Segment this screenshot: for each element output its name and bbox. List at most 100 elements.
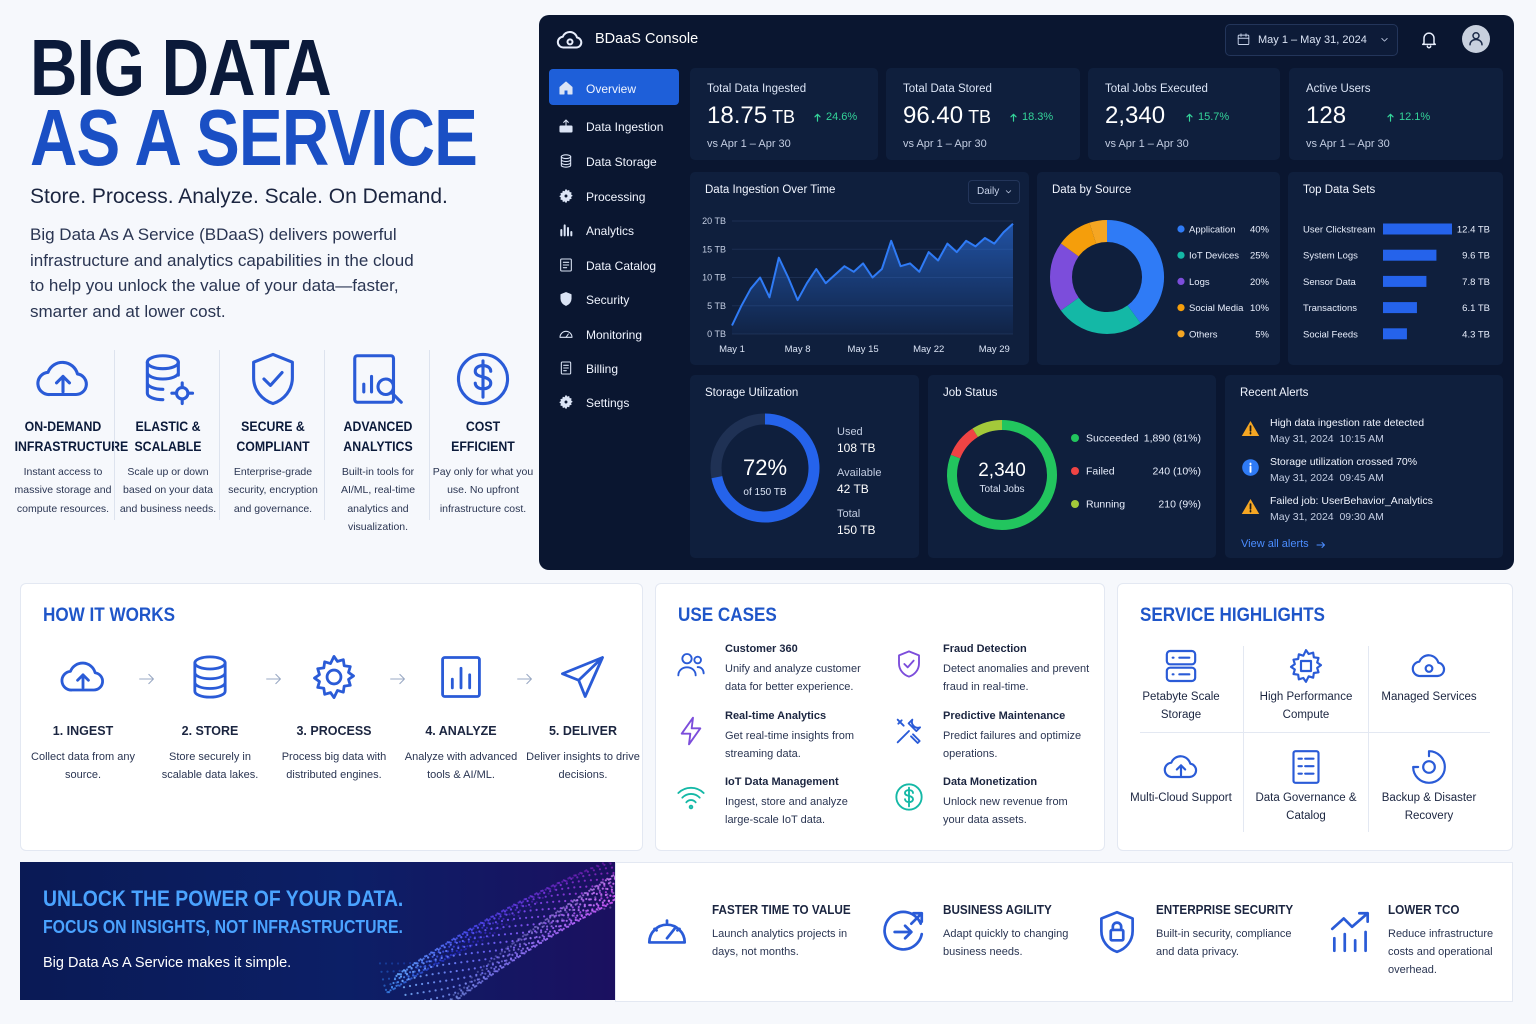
particle (479, 973, 482, 976)
particle (595, 903, 599, 906)
particle (553, 930, 556, 933)
nav-item[interactable]: Data Ingestion (555, 117, 675, 137)
date-picker[interactable]: May 1 – May 31, 2024 (1225, 24, 1398, 56)
particle (463, 945, 466, 948)
banner-text: Big Data As A Service makes it simple. (43, 955, 292, 971)
step-text: Analyze with advanced tools & AI/ML. (404, 751, 518, 781)
particle (390, 985, 394, 989)
icon-part (1186, 113, 1193, 122)
particle (570, 919, 573, 922)
use-case-text: Unify and analyze customer data for bett… (725, 663, 861, 693)
icon-part (1299, 659, 1313, 673)
particle (505, 947, 508, 950)
icon-part (473, 359, 493, 399)
tagline: Store. Process. Analyze. Scale. On Deman… (30, 185, 448, 208)
bar-label: Transactions (1303, 303, 1357, 314)
nav-item[interactable]: Billing (555, 359, 675, 379)
icon[interactable] (1419, 29, 1439, 49)
particle (579, 895, 582, 898)
particle (541, 889, 544, 892)
alert-time: May 31, 2024 09:30 AM (1270, 511, 1384, 523)
particle (533, 925, 537, 929)
particle (559, 924, 562, 928)
particle (470, 976, 473, 979)
nav-item[interactable]: Data Storage (555, 152, 675, 172)
kpi-value: 128 (1306, 102, 1347, 129)
particle (555, 888, 558, 891)
particle (499, 941, 502, 944)
nav-item[interactable]: Analytics (555, 221, 675, 241)
nav-item[interactable]: Processing (555, 187, 675, 207)
particle (412, 963, 415, 966)
particle (398, 984, 401, 987)
particle (472, 983, 475, 986)
nav-item[interactable]: Monitoring (555, 325, 675, 345)
particle (499, 915, 502, 918)
particle (552, 914, 555, 917)
particle (579, 903, 582, 906)
nav-item[interactable]: Data Catalog (555, 256, 675, 276)
y-tick-label: 20 TB (702, 216, 726, 226)
particle (597, 909, 600, 912)
particle (449, 954, 452, 957)
particle (381, 978, 385, 981)
kpi-card: Total Data Stored 96.40 TB 18.3% vs Apr 1 – … (886, 68, 1080, 160)
particle (505, 913, 508, 916)
icon (895, 783, 923, 811)
particle (567, 914, 570, 917)
icon-part (174, 385, 190, 401)
value-label: 9.6 TB (1462, 251, 1490, 262)
particle (526, 946, 529, 950)
particle (535, 944, 538, 947)
particle (481, 939, 484, 942)
kpi-change: 24.6% (812, 111, 857, 123)
particle (603, 899, 606, 902)
icon-part (1387, 113, 1394, 122)
particle (608, 862, 610, 863)
particle (403, 962, 406, 965)
particle (550, 894, 553, 897)
particle (526, 933, 529, 936)
nav-item[interactable]: Security (555, 290, 675, 310)
particle (565, 911, 568, 914)
banner: UNLOCK THE POWER OF YOUR DATA. FOCUS ON I… (20, 862, 615, 1000)
particle (466, 989, 469, 992)
particle (473, 967, 476, 970)
nav-item[interactable]: Overview (555, 79, 675, 99)
value-label: 20% (1250, 277, 1270, 288)
particle (591, 885, 594, 888)
particle (416, 964, 419, 967)
particle (571, 881, 574, 884)
particle (479, 981, 482, 984)
feature-text: Built-in tools for AI/ML, real-time anal… (340, 466, 416, 533)
particle (431, 955, 434, 958)
particle (546, 925, 549, 928)
alerts-link[interactable]: View all alerts (1241, 538, 1327, 550)
nav-item[interactable]: Settings (555, 393, 675, 413)
icon-part (1109, 928, 1125, 942)
particle (546, 917, 549, 920)
particle (458, 940, 461, 943)
kpi-compare: vs Apr 1 – Apr 30 (707, 138, 791, 150)
kpi-value: 2,340 (1105, 102, 1166, 129)
particle (461, 969, 464, 972)
particle (509, 908, 513, 911)
particle (555, 884, 558, 887)
interval-select[interactable]: Daily (968, 180, 1020, 204)
particle (514, 956, 517, 960)
kpi-card: Active Users 128 12.1% vs Apr 1 – Apr 30 (1289, 68, 1503, 160)
avatar[interactable] (1462, 25, 1490, 53)
particle (525, 904, 528, 908)
particle (598, 891, 602, 894)
bar-label: Social Feeds (1303, 329, 1358, 340)
particle (461, 932, 464, 936)
particle (416, 973, 419, 976)
particle (604, 891, 608, 894)
icon (1241, 498, 1260, 515)
icon-part (1330, 911, 1370, 953)
console: BDaaS Console May 1 – May 31, 2024 Overvie… (539, 15, 1514, 570)
particle (506, 945, 509, 948)
particle (547, 932, 550, 935)
legend-label: Application (1189, 225, 1235, 236)
